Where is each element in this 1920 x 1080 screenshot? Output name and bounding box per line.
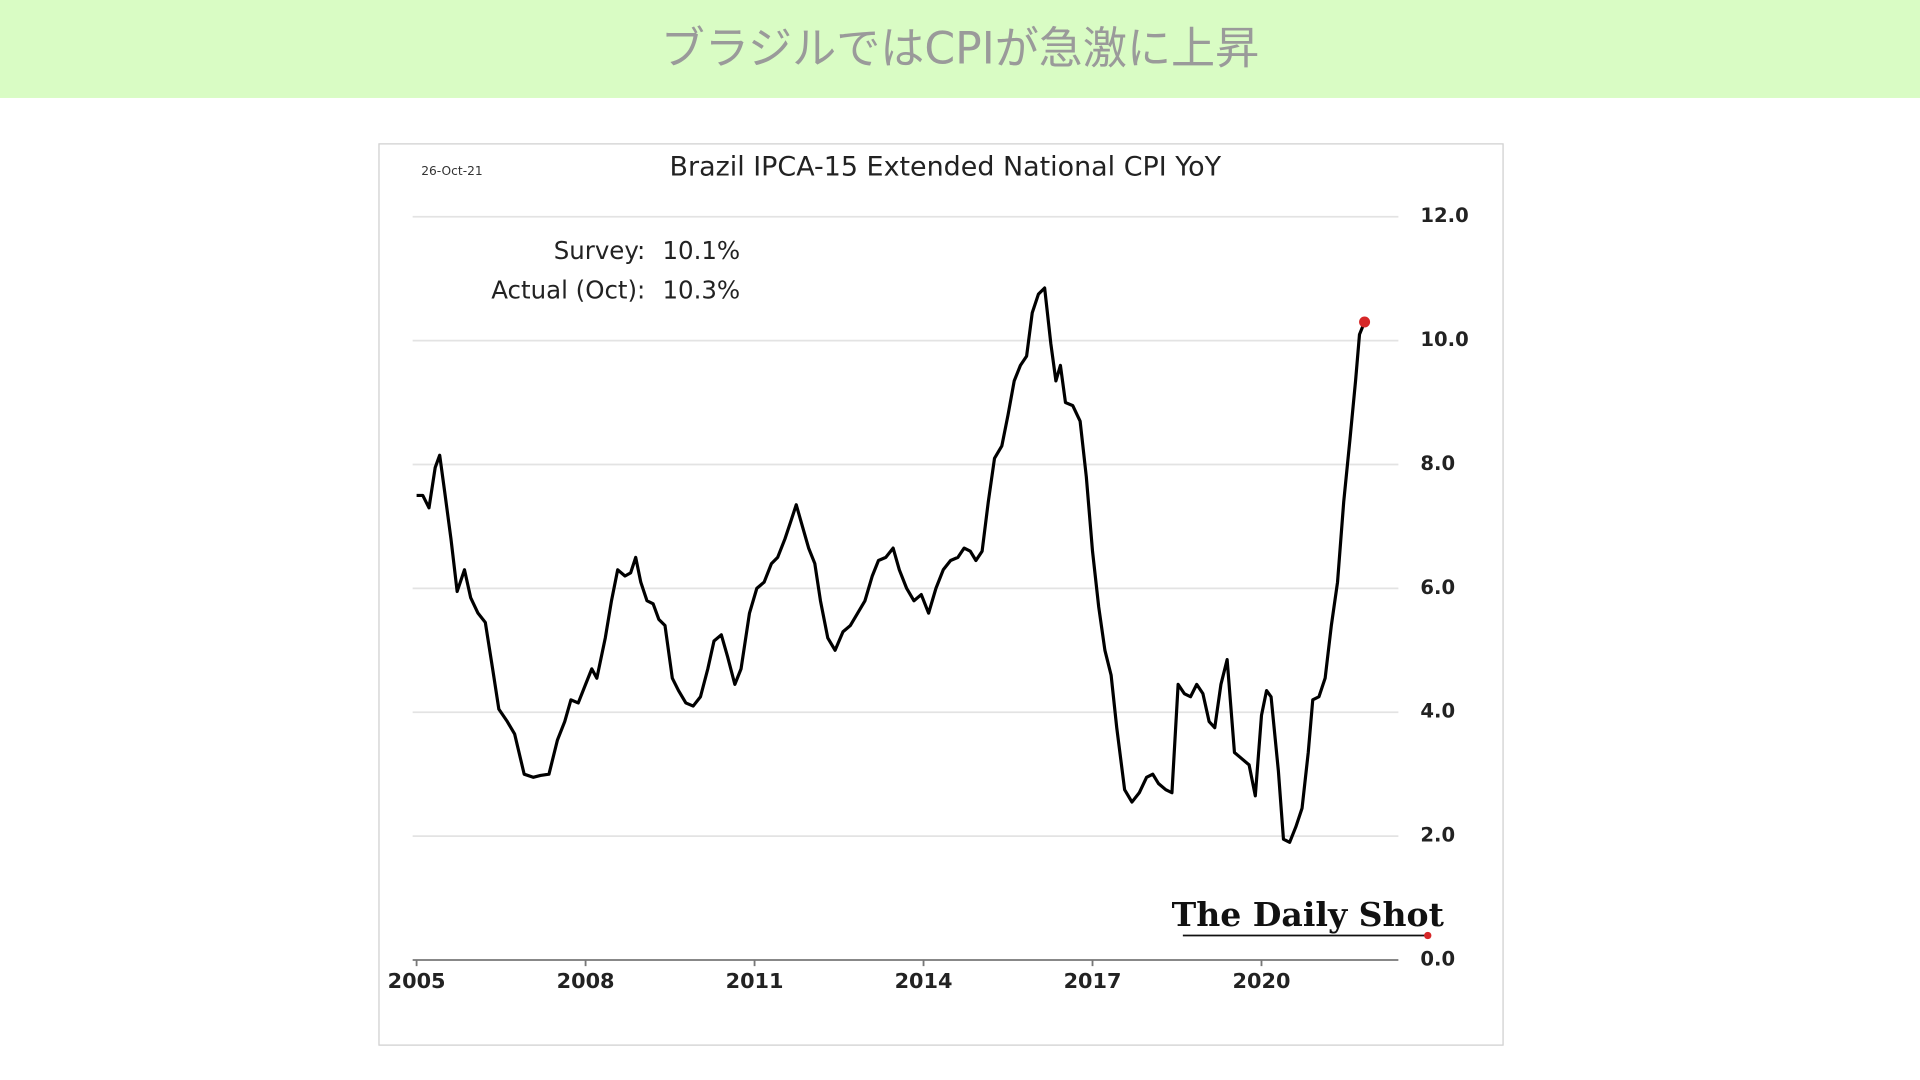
chart-title: Brazil IPCA-15 Extended National CPI YoY [670, 151, 1222, 182]
y-tick-label: 8.0 [1420, 452, 1455, 475]
annotation-value: 10.1% [662, 236, 740, 265]
x-tick-label: 2005 [388, 969, 446, 993]
chart-frame [378, 143, 1504, 1046]
header-title: ブラジルではCPIが急激に上昇 [661, 23, 1259, 74]
x-tick-label: 2008 [557, 969, 615, 993]
y-tick-label: 4.0 [1420, 700, 1455, 723]
header-band [0, 0, 1920, 98]
y-tick-label: 12.0 [1420, 204, 1468, 227]
x-tick-label: 2014 [895, 969, 953, 993]
y-tick-label: 6.0 [1420, 576, 1455, 599]
y-tick-label: 0.0 [1420, 948, 1455, 971]
y-tick-label: 10.0 [1420, 328, 1468, 351]
data-line [416, 286, 1367, 844]
annotation-label: Survey: [554, 236, 646, 265]
annotation-label: Actual (Oct): [491, 275, 645, 304]
annotation-value: 10.3% [662, 275, 740, 304]
y-tick-label: 2.0 [1420, 824, 1455, 847]
x-tick-label: 2020 [1233, 969, 1291, 993]
source-logo: The Daily Shot [1172, 895, 1445, 934]
x-tick-label: 2011 [726, 969, 784, 993]
logo-dot [1424, 931, 1432, 940]
chart-date: 26-Oct-21 [421, 164, 482, 178]
last-point [1359, 316, 1371, 328]
x-tick-label: 2017 [1064, 969, 1122, 993]
